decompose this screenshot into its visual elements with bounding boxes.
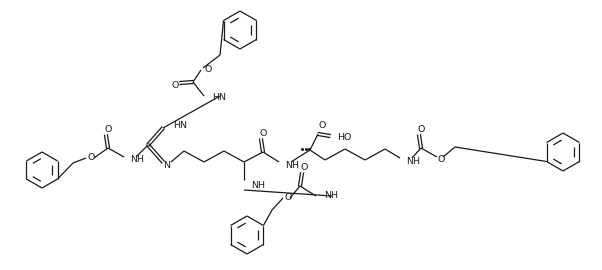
- Text: O: O: [104, 126, 112, 134]
- Text: O: O: [300, 164, 308, 173]
- Text: O: O: [172, 80, 179, 89]
- Text: NH: NH: [285, 160, 299, 170]
- Text: HN: HN: [212, 93, 226, 103]
- Text: NH: NH: [130, 156, 144, 164]
- Text: O: O: [437, 154, 445, 164]
- Text: O: O: [259, 130, 267, 139]
- Text: N: N: [164, 161, 170, 170]
- Text: O: O: [204, 65, 212, 73]
- Text: O: O: [87, 154, 95, 163]
- Text: O: O: [284, 194, 292, 202]
- Text: HO: HO: [337, 133, 352, 143]
- Text: NH: NH: [251, 181, 265, 190]
- Text: O: O: [417, 126, 424, 134]
- Text: HN: HN: [173, 120, 187, 130]
- Text: NH: NH: [324, 191, 338, 201]
- Text: NH: NH: [406, 157, 420, 166]
- Text: O: O: [318, 122, 326, 130]
